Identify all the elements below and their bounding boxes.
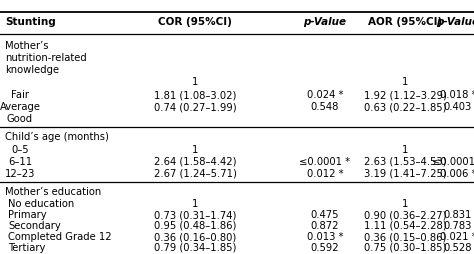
Text: 12–23: 12–23 <box>5 168 35 178</box>
Text: ≤0.0001 *: ≤0.0001 * <box>300 156 351 166</box>
Text: p-Value: p-Value <box>303 17 346 27</box>
Text: ≤0.0001 *: ≤0.0001 * <box>432 156 474 166</box>
Text: 0.73 (0.31–1.74): 0.73 (0.31–1.74) <box>154 209 236 219</box>
Text: 0.548: 0.548 <box>311 102 339 112</box>
Text: 0.90 (0.36–2.27): 0.90 (0.36–2.27) <box>364 209 446 219</box>
Text: 0.403: 0.403 <box>444 102 472 112</box>
Text: 0.475: 0.475 <box>311 209 339 219</box>
Text: 0.63 (0.22–1.85): 0.63 (0.22–1.85) <box>364 102 446 112</box>
Text: Secondary: Secondary <box>8 220 61 230</box>
Text: 1: 1 <box>192 145 198 154</box>
Text: 0.528: 0.528 <box>444 242 472 252</box>
Text: nutrition-related: nutrition-related <box>5 53 87 63</box>
Text: 2.64 (1.58–4.42): 2.64 (1.58–4.42) <box>154 156 236 166</box>
Text: Mother’s education: Mother’s education <box>5 186 101 196</box>
Text: p-Value: p-Value <box>437 17 474 27</box>
Text: 0.831: 0.831 <box>444 209 472 219</box>
Text: Completed Grade 12: Completed Grade 12 <box>8 231 111 241</box>
Text: 0.592: 0.592 <box>310 242 339 252</box>
Text: Good: Good <box>7 114 33 123</box>
Text: 0.024 *: 0.024 * <box>307 90 343 100</box>
Text: 1: 1 <box>192 77 198 87</box>
Text: 1: 1 <box>402 77 408 87</box>
Text: 0–5: 0–5 <box>11 145 29 154</box>
Text: 6–11: 6–11 <box>8 156 32 166</box>
Text: 3.19 (1.41–7.25): 3.19 (1.41–7.25) <box>364 168 447 178</box>
Text: knowledge: knowledge <box>5 65 59 75</box>
Text: 1: 1 <box>402 145 408 154</box>
Text: 0.872: 0.872 <box>311 220 339 230</box>
Text: 0.95 (0.48–1.86): 0.95 (0.48–1.86) <box>154 220 236 230</box>
Text: 1.81 (1.08–3.02): 1.81 (1.08–3.02) <box>154 90 236 100</box>
Text: 0.021 *: 0.021 * <box>440 231 474 241</box>
Text: 0.013 *: 0.013 * <box>307 231 343 241</box>
Text: Child’s age (months): Child’s age (months) <box>5 132 109 141</box>
Text: 0.018 *: 0.018 * <box>440 90 474 100</box>
Text: Tertiary: Tertiary <box>8 242 46 252</box>
Text: 0.79 (0.34–1.85): 0.79 (0.34–1.85) <box>154 242 236 252</box>
Text: COR (95%CI): COR (95%CI) <box>158 17 232 27</box>
Text: 1.11 (0.54–2.28): 1.11 (0.54–2.28) <box>364 220 447 230</box>
Text: 0.006 *: 0.006 * <box>440 168 474 178</box>
Text: 2.63 (1.53–4.53): 2.63 (1.53–4.53) <box>364 156 446 166</box>
Text: Stunting: Stunting <box>5 17 56 27</box>
Text: 1: 1 <box>192 198 198 208</box>
Text: Primary: Primary <box>8 209 46 219</box>
Text: 0.74 (0.27–1.99): 0.74 (0.27–1.99) <box>154 102 237 112</box>
Text: 0.75 (0.30–1.85): 0.75 (0.30–1.85) <box>364 242 446 252</box>
Text: No education: No education <box>8 198 74 208</box>
Text: AOR (95%CI): AOR (95%CI) <box>368 17 442 27</box>
Text: Mother’s: Mother’s <box>5 41 48 51</box>
Text: 1.92 (1.12–3.29): 1.92 (1.12–3.29) <box>364 90 447 100</box>
Text: Average: Average <box>0 102 40 112</box>
Text: 2.67 (1.24–5.71): 2.67 (1.24–5.71) <box>154 168 237 178</box>
Text: 0.36 (0.16–0.80): 0.36 (0.16–0.80) <box>154 231 236 241</box>
Text: 0.012 *: 0.012 * <box>307 168 343 178</box>
Text: 1: 1 <box>402 198 408 208</box>
Text: 0.36 (0.15–0.86): 0.36 (0.15–0.86) <box>364 231 446 241</box>
Text: 0.783: 0.783 <box>444 220 472 230</box>
Text: Fair: Fair <box>11 90 29 100</box>
